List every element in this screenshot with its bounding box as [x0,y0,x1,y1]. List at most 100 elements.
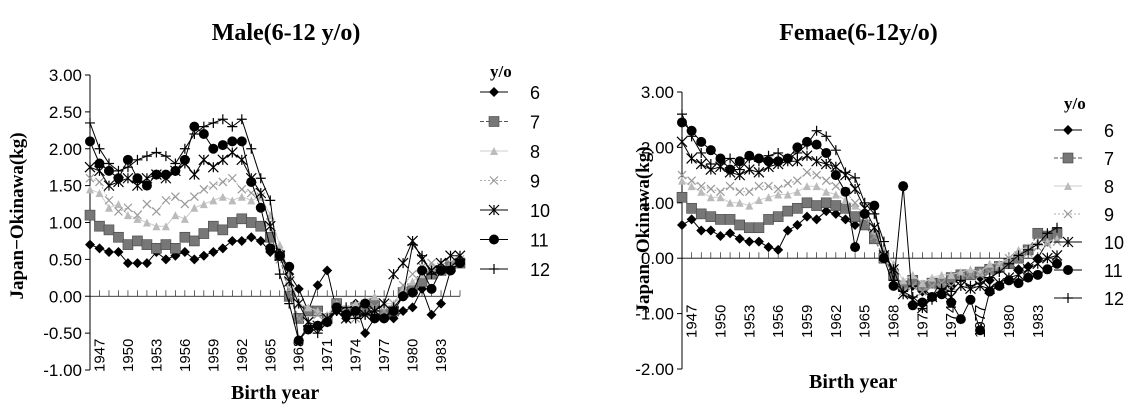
data-point [94,143,105,154]
data-point [734,233,745,244]
data-point [1042,264,1053,275]
data-point [1013,278,1024,289]
data-point [426,283,437,294]
legend-marker [489,234,499,245]
x-tick-label: 1977 [376,339,393,372]
data-point [705,145,716,156]
data-point [360,298,371,309]
data-point [811,200,822,211]
data-point [217,140,228,151]
data-point [161,195,171,205]
data-point [122,258,133,269]
series-line [89,125,461,342]
data-point [265,195,276,206]
legend-entry: 7 [1054,149,1114,169]
data-point [705,211,717,222]
data-point [803,182,811,191]
y-tick-label: 2.00 [641,138,674,157]
data-point [113,231,124,243]
data-point [975,325,986,336]
data-point [151,243,162,254]
data-point [141,180,152,191]
data-point [763,214,774,225]
data-point [898,181,909,192]
data-point [678,176,686,185]
data-point [975,270,985,280]
data-point [918,279,927,288]
data-point [773,184,783,194]
data-point [199,200,208,209]
y-tick-label: 1.50 [49,177,82,196]
data-point [802,167,812,177]
data-point [841,196,850,205]
data-point [369,306,380,316]
data-point [445,261,456,272]
data-point [312,320,323,331]
x-tick-label: 1980 [1001,305,1018,338]
data-point [407,239,418,250]
data-point [179,154,190,165]
data-point [237,192,246,201]
data-point [735,187,745,197]
legend-marker [489,264,499,274]
data-point [161,222,170,231]
data-point [85,239,95,250]
data-point [686,153,698,164]
data-point [123,203,133,213]
data-point [85,117,95,128]
data-point [946,297,957,308]
data-point [227,136,238,147]
data-point [686,214,697,225]
legend-label: 12 [1104,289,1124,309]
chart-title: Male(6-12 y/o) [211,20,361,46]
data-point [95,177,104,187]
data-point [104,203,113,212]
data-point [725,181,735,191]
data-point [227,173,237,183]
data-point [274,269,285,280]
x-tick-label: 1968 [886,305,903,338]
data-point [208,117,219,128]
data-point [217,243,228,254]
data-point [705,225,716,236]
x-tick-label: 1959 [799,305,816,338]
x-tick-label: 1956 [177,339,194,372]
data-point [322,265,333,276]
data-point [696,225,707,236]
data-point [840,186,851,197]
data-point [792,142,803,153]
data-point [792,203,803,214]
data-point [965,280,976,291]
data-point [869,200,880,211]
legend-label: 7 [1104,149,1114,169]
legend-entry: 12 [480,260,550,280]
data-point [208,247,219,257]
data-point [331,306,342,316]
y-tick-label: -1.00 [43,361,82,380]
legend-label: 9 [1104,205,1114,225]
data-point [360,328,371,339]
legend-label: 10 [530,201,550,221]
data-point [850,242,861,253]
data-point [831,181,841,191]
data-point [255,202,266,213]
data-point [840,214,851,225]
data-point [236,114,247,125]
legend-label: 9 [530,172,540,192]
data-point [198,129,209,139]
data-point [927,281,937,291]
data-point [1052,258,1062,269]
data-point [293,298,305,310]
data-point [313,310,323,320]
data-point [1041,252,1053,264]
data-point [716,193,725,202]
data-point [426,269,437,280]
data-point [198,154,210,166]
series-line [89,177,461,323]
data-point [831,190,840,199]
y-tick-label: -2.00 [635,360,674,379]
data-point [984,272,995,283]
data-point [878,236,889,247]
data-point [851,201,860,210]
legend-marker [1062,236,1074,248]
